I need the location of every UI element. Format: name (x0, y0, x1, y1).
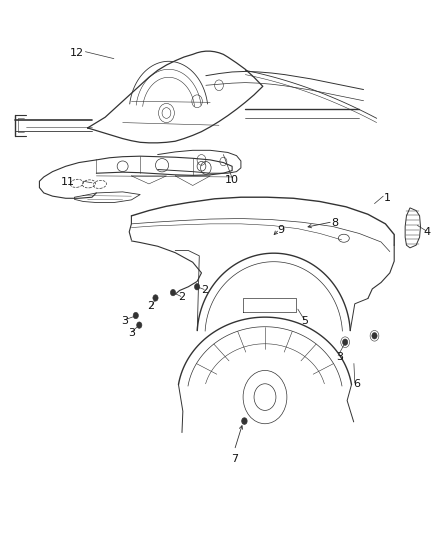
Text: 11: 11 (61, 177, 75, 187)
Text: 3: 3 (336, 352, 343, 362)
Circle shape (137, 322, 142, 328)
Circle shape (372, 333, 377, 339)
Circle shape (343, 339, 348, 345)
Text: 6: 6 (353, 379, 360, 389)
Text: 2: 2 (148, 302, 155, 311)
Text: 4: 4 (424, 227, 431, 237)
Circle shape (170, 289, 176, 296)
Text: 2: 2 (201, 286, 208, 295)
Circle shape (242, 418, 247, 424)
Text: 1: 1 (384, 193, 391, 203)
Text: 2: 2 (178, 293, 185, 302)
Circle shape (133, 312, 138, 319)
Circle shape (153, 295, 158, 301)
Text: 10: 10 (225, 175, 239, 185)
Text: 3: 3 (128, 328, 135, 338)
Text: 5: 5 (301, 316, 308, 326)
Text: 7: 7 (231, 455, 238, 464)
Text: 8: 8 (332, 218, 339, 228)
Circle shape (194, 284, 200, 290)
Text: 12: 12 (70, 49, 84, 58)
Text: 9: 9 (277, 225, 284, 235)
Text: 3: 3 (121, 316, 128, 326)
